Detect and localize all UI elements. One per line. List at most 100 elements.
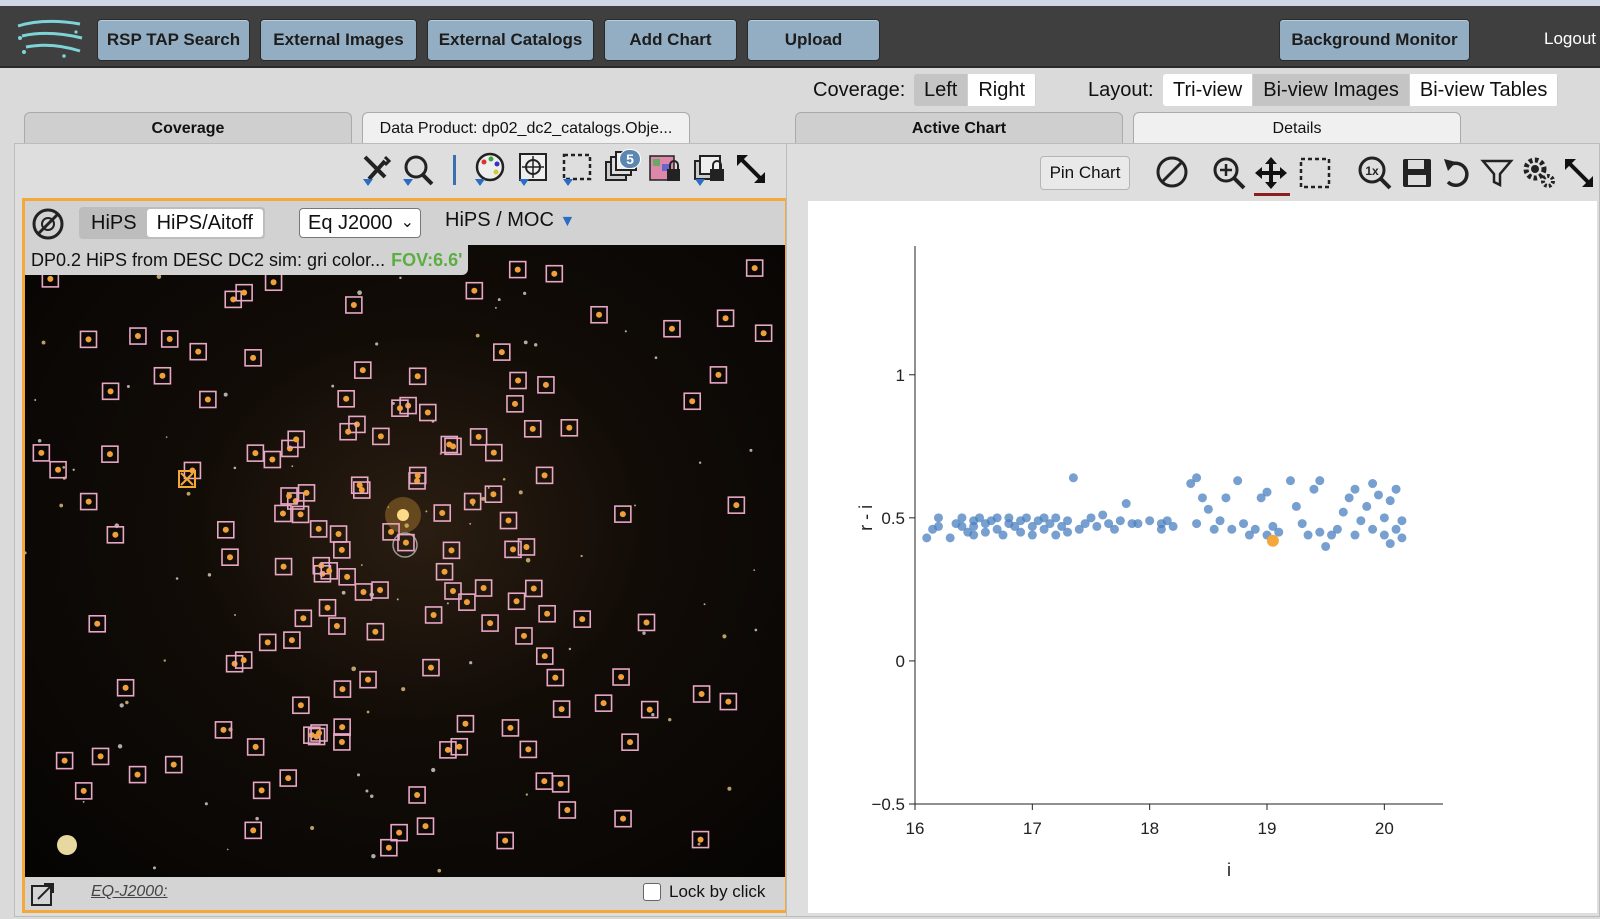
settings-gear-icon[interactable] <box>1518 152 1558 192</box>
marker-box <box>390 823 408 842</box>
star <box>568 647 572 651</box>
tab-data-product[interactable]: Data Product: dp02_dc2_catalogs.Obje... <box>362 112 690 144</box>
image-viewer[interactable]: HiPS HiPS/Aitoff Eq J2000 ⌄ HiPS / MOC ▼… <box>22 198 788 913</box>
sky-image[interactable] <box>25 245 785 877</box>
catalog-marker <box>338 568 356 586</box>
background-monitor-button[interactable]: Background Monitor <box>1279 19 1470 61</box>
image-stack-lock-icon[interactable] <box>690 150 728 188</box>
layout-bi-view-tables-option[interactable]: Bi-view Tables <box>1409 74 1559 106</box>
select-box-icon[interactable] <box>1296 154 1334 192</box>
lock-by-click-checkbox[interactable] <box>643 883 661 901</box>
tab-active-chart[interactable]: Active Chart <box>795 112 1123 144</box>
marker-box <box>517 538 536 556</box>
source-dot <box>733 502 740 509</box>
coordinate-system-select[interactable]: Eq J2000 ⌄ <box>299 208 421 238</box>
lock-by-click-control: Lock by click <box>643 882 765 902</box>
hips-moc-menu[interactable]: HiPS / MOC ▼ <box>445 209 575 232</box>
catalog-marker <box>79 330 98 349</box>
layout-tri-view-option[interactable]: Tri-view <box>1163 74 1254 106</box>
catalog-marker <box>719 692 738 711</box>
tab-coverage[interactable]: Coverage <box>24 112 352 144</box>
pin-chart-button[interactable]: Pin Chart <box>1040 156 1130 190</box>
marker-box <box>504 540 522 559</box>
coverage-left-option[interactable]: Left <box>914 74 969 106</box>
tools-icon[interactable] <box>358 152 394 188</box>
source-dot <box>338 546 345 553</box>
catalog-marker <box>612 668 630 686</box>
star <box>475 333 480 338</box>
catalog-marker <box>716 309 735 328</box>
add-chart-button[interactable]: Add Chart <box>604 19 737 61</box>
hips-aitoff-option[interactable]: HiPS/Aitoff <box>146 209 263 237</box>
star <box>117 744 123 749</box>
logout-link[interactable]: Logout <box>1544 29 1596 48</box>
external-images-button[interactable]: External Images <box>260 19 417 61</box>
marker-box <box>106 526 125 544</box>
no-overlay-icon[interactable] <box>31 207 65 241</box>
marker-box <box>450 737 469 756</box>
star <box>481 496 486 501</box>
scatter-chart[interactable]: 16 17 18 19 20 −0.5 0 0.5 1 i r - i <box>808 201 1597 913</box>
data-point <box>1350 530 1360 540</box>
data-point <box>1016 527 1026 537</box>
catalog-marker <box>74 782 93 800</box>
marker-box <box>456 714 475 733</box>
marker-box <box>506 395 524 413</box>
source-dot <box>480 585 487 592</box>
restore-icon[interactable] <box>1438 154 1476 192</box>
marker-box <box>101 382 120 401</box>
recenter-icon[interactable] <box>514 150 552 188</box>
catalog-marker <box>264 273 283 292</box>
marker-box <box>463 492 482 511</box>
catalog-marker <box>310 724 328 742</box>
data-point <box>1092 521 1102 531</box>
tab-details[interactable]: Details <box>1133 112 1461 144</box>
star <box>753 569 756 571</box>
star <box>399 276 402 280</box>
marker-box <box>49 460 67 479</box>
source-dot <box>515 377 522 384</box>
hips-projection-toggle: HiPS HiPS/Aitoff <box>79 207 265 239</box>
catalog-marker <box>517 538 536 556</box>
pan-icon[interactable] <box>1252 154 1290 192</box>
data-point <box>1397 533 1407 543</box>
marker-box <box>424 606 443 624</box>
external-open-icon[interactable] <box>29 880 57 908</box>
y-tick-label: 1 <box>896 366 905 385</box>
data-point <box>1086 513 1096 523</box>
x-tick-label: 20 <box>1375 819 1394 838</box>
save-icon[interactable] <box>1398 154 1436 192</box>
hips-option[interactable]: HiPS <box>91 212 137 234</box>
catalog-marker <box>469 428 488 446</box>
chart-expand-icon[interactable] <box>1560 154 1598 192</box>
catalog-marker <box>309 520 328 538</box>
source-dot <box>760 330 767 337</box>
color-palette-icon[interactable] <box>470 150 508 188</box>
star <box>360 564 363 566</box>
select-area-icon[interactable] <box>558 150 596 188</box>
coverage-right-option[interactable]: Right <box>968 74 1037 106</box>
catalog-marker <box>433 504 452 522</box>
upload-button[interactable]: Upload <box>747 19 880 61</box>
search-icon[interactable] <box>400 152 436 188</box>
expand-icon[interactable] <box>732 150 770 188</box>
star <box>401 687 406 692</box>
marker-box <box>32 444 51 462</box>
rsp-tap-search-button[interactable]: RSP TAP Search <box>97 19 250 61</box>
data-point <box>1291 501 1301 511</box>
zoom-reset-icon[interactable]: 1x <box>1356 154 1394 192</box>
source-dot <box>269 456 276 463</box>
no-selection-icon[interactable] <box>1154 154 1190 190</box>
image-lock-icon[interactable] <box>646 150 684 188</box>
external-catalogs-button[interactable]: External Catalogs <box>427 19 594 61</box>
layout-bi-view-images-option[interactable]: Bi-view Images <box>1253 74 1410 106</box>
star <box>634 504 636 507</box>
zoom-in-icon[interactable] <box>1210 154 1248 192</box>
marker-box <box>309 520 328 538</box>
source-dot <box>112 531 119 538</box>
data-point <box>1063 527 1073 537</box>
source-dot <box>61 757 68 764</box>
source-dot <box>490 491 497 498</box>
catalog-marker <box>246 738 265 756</box>
filter-icon[interactable] <box>1478 154 1516 192</box>
